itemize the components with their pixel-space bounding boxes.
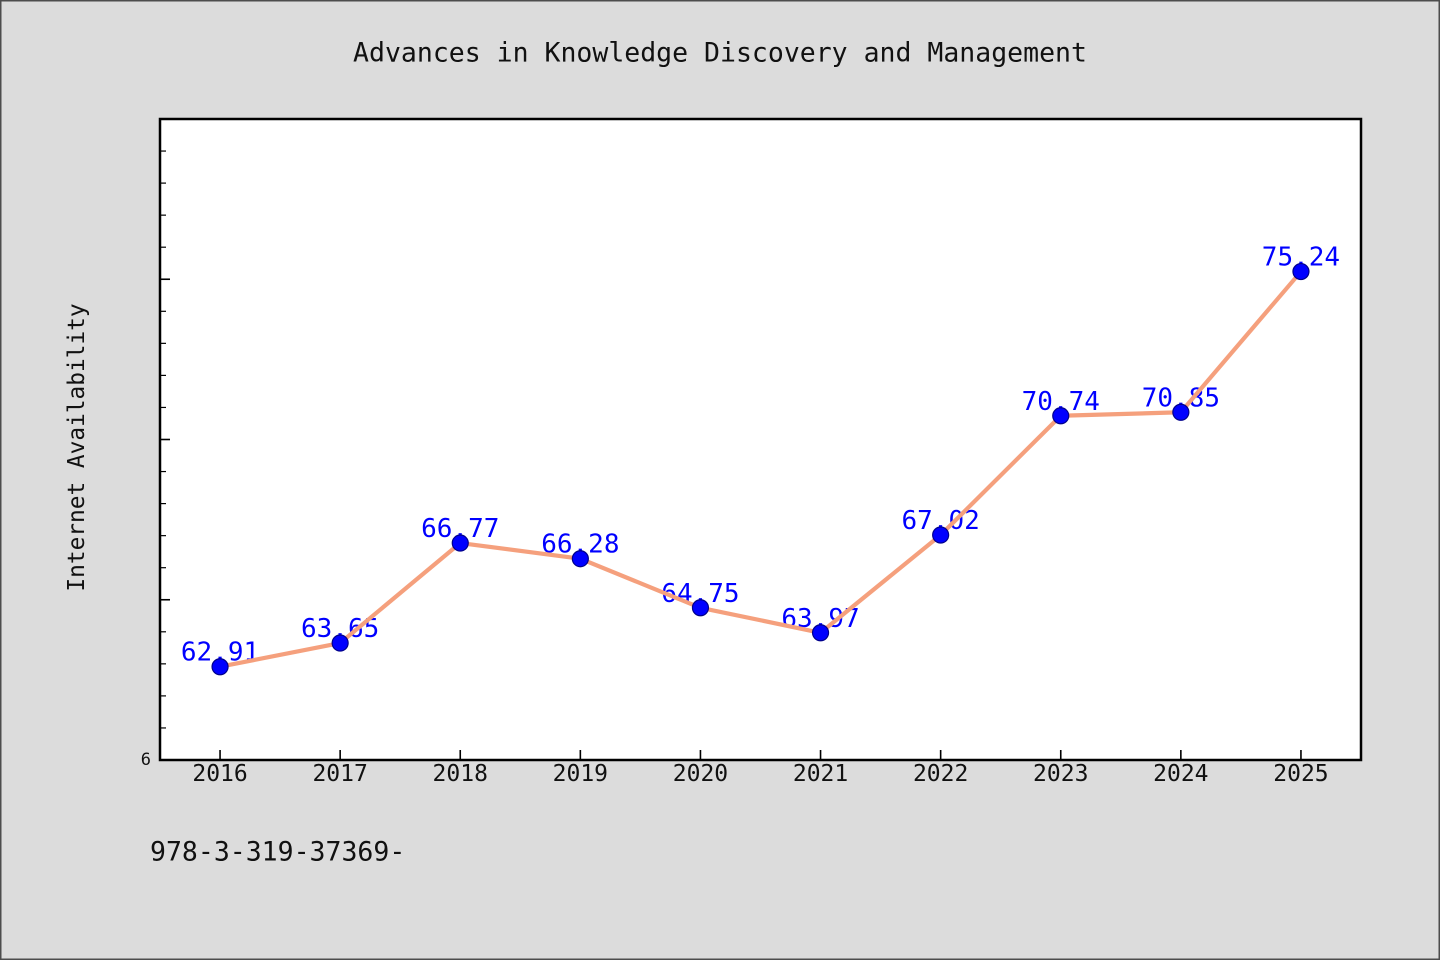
x-tick-label: 2025 [1273, 761, 1328, 787]
data-point-marker [1292, 262, 1310, 281]
data-point-marker [1172, 403, 1190, 421]
x-tick-label: 2023 [1033, 761, 1088, 787]
y-tick-labels: 6 [141, 750, 151, 770]
x-tick-label: 2024 [1153, 761, 1208, 787]
data-point-marker [211, 658, 229, 676]
x-tick-label: 2016 [192, 761, 247, 787]
data-point-marker [691, 599, 710, 617]
x-tick-label: 2017 [312, 761, 367, 787]
x-tick-label: 2020 [673, 761, 728, 787]
data-point-marker [571, 550, 589, 568]
plot-frame [158, 117, 1363, 762]
footer-text: 978-3-319-37369- [150, 837, 405, 868]
data-markers [211, 262, 1310, 676]
x-tick-labels: 2016 2017 2018 2019 2020 2021 2022 2023 2024 2025 [192, 761, 1328, 787]
x-tick-label: 2022 [913, 761, 968, 787]
y-tick-label: 6 [141, 750, 151, 770]
data-point-marker [331, 634, 349, 652]
x-tick-label: 2018 [433, 761, 488, 787]
chart-title: Advances in Knowledge Discovery and Mana… [353, 38, 1087, 69]
plot-area [160, 119, 1361, 760]
data-point-marker [811, 624, 830, 642]
data-point-marker [1052, 407, 1070, 425]
data-point-marker [932, 526, 950, 544]
y-axis-label: Internet Availability [64, 303, 90, 591]
x-tick-label: 2019 [553, 761, 608, 787]
x-tick-label: 2021 [793, 761, 848, 787]
series-line [217, 269, 1304, 669]
series-lines [217, 269, 1304, 669]
data-point-marker [451, 534, 469, 552]
